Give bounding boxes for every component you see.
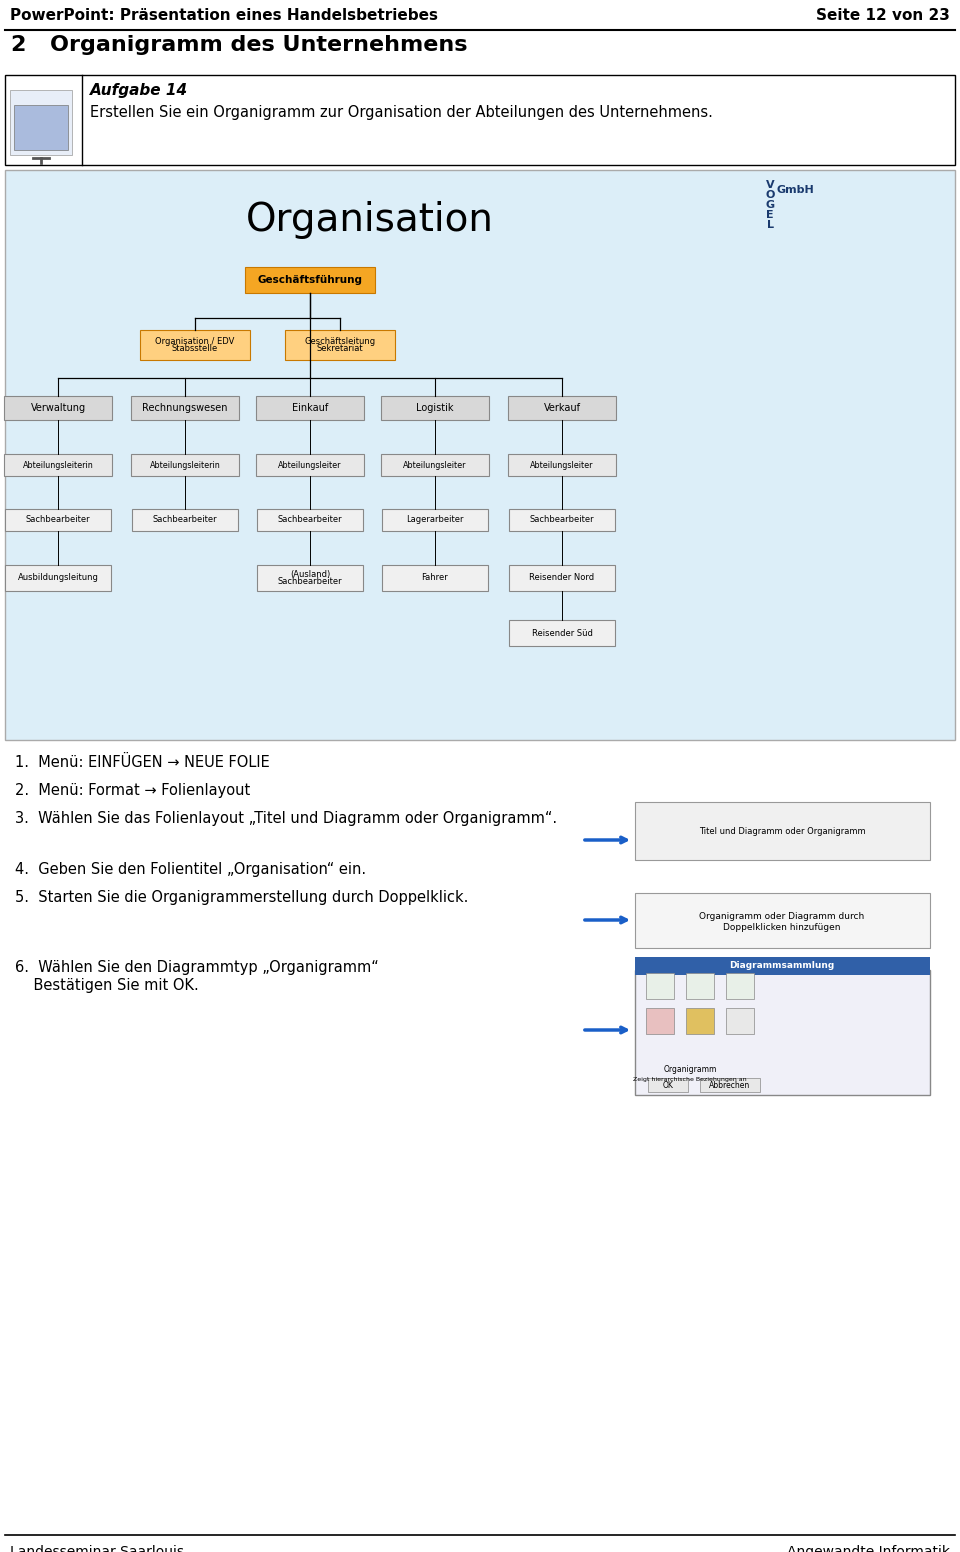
Text: Organigramm des Unternehmens: Organigramm des Unternehmens bbox=[50, 36, 468, 54]
Text: Angewandte Informatik: Angewandte Informatik bbox=[787, 1544, 950, 1552]
Text: Abteilungsleiter: Abteilungsleiter bbox=[530, 461, 593, 470]
Bar bbox=[509, 619, 615, 646]
Text: OK: OK bbox=[662, 1080, 673, 1090]
Bar bbox=[509, 509, 615, 531]
Bar bbox=[245, 267, 375, 293]
Bar bbox=[381, 455, 489, 476]
Text: Fahrer: Fahrer bbox=[421, 574, 448, 582]
Text: Organisation: Organisation bbox=[246, 202, 494, 239]
Bar bbox=[256, 396, 364, 421]
Bar bbox=[686, 1007, 714, 1034]
Text: Bestätigen Sie mit OK.: Bestätigen Sie mit OK. bbox=[15, 978, 199, 993]
Bar bbox=[4, 396, 112, 421]
Text: Sachbearbeiter: Sachbearbeiter bbox=[153, 515, 217, 525]
Text: Erstellen Sie ein Organigramm zur Organisation der Abteilungen des Unternehmens.: Erstellen Sie ein Organigramm zur Organi… bbox=[90, 106, 713, 120]
Text: Reisender Süd: Reisender Süd bbox=[532, 629, 592, 638]
Bar bbox=[5, 509, 111, 531]
Bar bbox=[14, 106, 68, 151]
Text: Sachbearbeiter: Sachbearbeiter bbox=[26, 515, 90, 525]
Bar bbox=[508, 455, 616, 476]
Text: Verkauf: Verkauf bbox=[543, 404, 581, 413]
Bar bbox=[635, 892, 930, 948]
Text: 4.  Geben Sie den Folientitel „Organisation“ ein.: 4. Geben Sie den Folientitel „Organisati… bbox=[15, 861, 366, 877]
Bar bbox=[131, 396, 239, 421]
Bar bbox=[382, 509, 488, 531]
Bar bbox=[257, 509, 363, 531]
Text: Geschäftsführung: Geschäftsführung bbox=[257, 275, 363, 286]
Bar bbox=[686, 973, 714, 999]
Bar bbox=[648, 1079, 688, 1093]
Text: Ausbildungsleitung: Ausbildungsleitung bbox=[17, 574, 99, 582]
Text: Reisender Nord: Reisender Nord bbox=[529, 574, 594, 582]
Bar bbox=[285, 331, 395, 360]
Bar bbox=[140, 331, 250, 360]
Text: Sachbearbeiter: Sachbearbeiter bbox=[277, 577, 343, 587]
Text: (Ausland): (Ausland) bbox=[290, 570, 330, 579]
Bar bbox=[726, 1007, 754, 1034]
Text: L: L bbox=[766, 220, 774, 230]
Bar bbox=[635, 970, 930, 1096]
Text: Abteilungsleiterin: Abteilungsleiterin bbox=[23, 461, 93, 470]
Text: Lagerarbeiter: Lagerarbeiter bbox=[406, 515, 464, 525]
Text: GmbH: GmbH bbox=[776, 185, 814, 196]
Bar bbox=[635, 802, 930, 860]
Text: V: V bbox=[766, 180, 775, 189]
Text: Abteilungsleiter: Abteilungsleiter bbox=[403, 461, 467, 470]
Text: 5.  Starten Sie die Organigrammerstellung durch Doppelklick.: 5. Starten Sie die Organigrammerstellung… bbox=[15, 889, 468, 905]
Text: Organisation / EDV: Organisation / EDV bbox=[156, 337, 234, 346]
Text: Zeigt hierarchische Beziehungen an: Zeigt hierarchische Beziehungen an bbox=[634, 1077, 747, 1082]
Bar bbox=[131, 455, 239, 476]
Bar bbox=[700, 1079, 760, 1093]
Bar bbox=[509, 565, 615, 591]
Text: Stabsstelle: Stabsstelle bbox=[172, 345, 218, 352]
Text: Sachbearbeiter: Sachbearbeiter bbox=[530, 515, 594, 525]
Text: 6.  Wählen Sie den Diagrammtyp „Organigramm“: 6. Wählen Sie den Diagrammtyp „Organigra… bbox=[15, 961, 379, 975]
Bar bbox=[635, 958, 930, 975]
Text: Seite 12 von 23: Seite 12 von 23 bbox=[816, 8, 950, 23]
Bar bbox=[257, 565, 363, 591]
Bar bbox=[381, 396, 489, 421]
Text: Rechnungswesen: Rechnungswesen bbox=[142, 404, 228, 413]
Bar bbox=[5, 171, 955, 740]
Bar bbox=[256, 455, 364, 476]
Text: 2: 2 bbox=[10, 36, 25, 54]
Bar bbox=[132, 509, 238, 531]
Text: Sachbearbeiter: Sachbearbeiter bbox=[277, 515, 343, 525]
Text: Organigramm: Organigramm bbox=[663, 1066, 717, 1074]
Text: Landesseminar Saarlouis: Landesseminar Saarlouis bbox=[10, 1544, 184, 1552]
Text: E: E bbox=[766, 210, 774, 220]
Text: O: O bbox=[765, 189, 775, 200]
Text: 2.  Menü: Format → Folienlayout: 2. Menü: Format → Folienlayout bbox=[15, 784, 251, 798]
Bar bbox=[5, 74, 955, 165]
Bar bbox=[508, 396, 616, 421]
Bar bbox=[10, 90, 72, 155]
Bar bbox=[646, 1007, 674, 1034]
Bar bbox=[382, 565, 488, 591]
Text: Geschäftsleitung: Geschäftsleitung bbox=[304, 337, 375, 346]
Text: Logistik: Logistik bbox=[417, 404, 454, 413]
Text: Einkauf: Einkauf bbox=[292, 404, 328, 413]
Text: Diagrammsammlung: Diagrammsammlung bbox=[730, 962, 834, 970]
Bar bbox=[646, 973, 674, 999]
Bar bbox=[4, 455, 112, 476]
Text: 1.  Menü: EINFÜGEN → NEUE FOLIE: 1. Menü: EINFÜGEN → NEUE FOLIE bbox=[15, 754, 270, 770]
Text: Organigramm oder Diagramm durch
Doppelklicken hinzufügen: Organigramm oder Diagramm durch Doppelkl… bbox=[700, 913, 865, 931]
Text: Abteilungsleiterin: Abteilungsleiterin bbox=[150, 461, 221, 470]
Text: PowerPoint: Präsentation eines Handelsbetriebes: PowerPoint: Präsentation eines Handelsbe… bbox=[10, 8, 438, 23]
Bar bbox=[5, 565, 111, 591]
Text: 3.  Wählen Sie das Folienlayout „Titel und Diagramm oder Organigramm“.: 3. Wählen Sie das Folienlayout „Titel un… bbox=[15, 812, 557, 826]
Text: Abbrechen: Abbrechen bbox=[709, 1080, 751, 1090]
Text: Sekretariat: Sekretariat bbox=[317, 345, 363, 352]
Text: Abteilungsleiter: Abteilungsleiter bbox=[278, 461, 342, 470]
Text: Titel und Diagramm oder Organigramm: Titel und Diagramm oder Organigramm bbox=[699, 827, 865, 837]
Text: G: G bbox=[765, 200, 775, 210]
Text: Aufgabe 14: Aufgabe 14 bbox=[90, 82, 188, 98]
Bar bbox=[726, 973, 754, 999]
Text: Verwaltung: Verwaltung bbox=[31, 404, 85, 413]
